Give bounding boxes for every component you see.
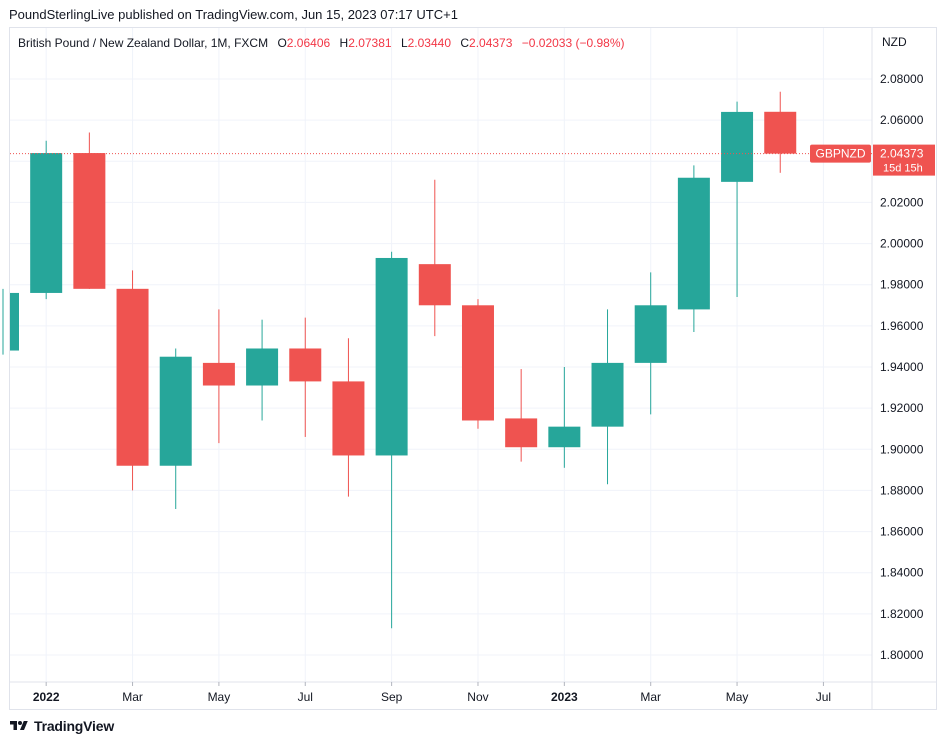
open-label: O [277, 36, 287, 50]
candle [289, 317, 322, 437]
high-label: H [339, 36, 349, 50]
candle-body [634, 305, 667, 363]
candle-body [159, 356, 192, 466]
price-tick-label: 2.00000 [880, 237, 924, 251]
time-tick-label: Jul [298, 690, 313, 704]
time-tick-label: Mar [122, 690, 143, 704]
price-tick-label: 2.08000 [880, 72, 924, 86]
candle [461, 299, 494, 429]
price-tick-label: 1.90000 [880, 442, 924, 456]
time-tick-label: May [208, 690, 231, 704]
price-tick-label: 1.80000 [880, 648, 924, 662]
candle [73, 132, 106, 289]
time-tick-label: May [726, 690, 749, 704]
candle [116, 270, 149, 491]
candle-body [289, 348, 322, 382]
candle-body [73, 153, 106, 289]
candle-body [764, 111, 797, 154]
price-tick-label: 1.94000 [880, 360, 924, 374]
candle [30, 140, 63, 300]
time-axis-labels: 2022 Mar May Jul Sep Nov 2023 Mar May Jul [33, 682, 831, 704]
time-tick-label: 2023 [551, 690, 578, 704]
price-tick-label: 1.82000 [880, 607, 924, 621]
last-price-marker: GBPNZD 2.04373 15d 15h [10, 144, 935, 176]
axis-lines [10, 28, 936, 709]
candle-body [418, 264, 451, 306]
time-tick-label: Sep [381, 690, 403, 704]
candle-body [116, 288, 149, 466]
candle-body [332, 381, 365, 456]
last-price-badge [873, 144, 935, 176]
candle-body [202, 362, 235, 386]
last-price-value: 2.04373 [880, 147, 924, 161]
currency-label: NZD [882, 35, 907, 49]
candle [332, 338, 365, 497]
candle [246, 319, 279, 421]
candle [548, 367, 581, 468]
candle-body [548, 426, 581, 448]
ticker-badge-label: GBPNZD [815, 147, 865, 161]
price-tick-label: 1.86000 [880, 525, 924, 539]
price-tick-label: 1.92000 [880, 401, 924, 415]
candle [505, 369, 538, 462]
close-value: 2.04373 [469, 36, 513, 50]
candle-body [375, 257, 408, 456]
price-tick-label: 1.84000 [880, 566, 924, 580]
symbol-legend[interactable]: British Pound / New Zealand Dollar, 1M, … [18, 36, 625, 50]
candle [2, 288, 19, 355]
low-label: L [400, 36, 408, 50]
low-value: 2.03440 [407, 36, 452, 50]
candle [375, 251, 408, 629]
candle [418, 179, 451, 337]
price-tick-label: 1.98000 [880, 278, 924, 292]
candle [721, 101, 754, 298]
tradingview-footer[interactable]: TradingView [10, 718, 114, 734]
publisher-header: PoundSterlingLive published on TradingVi… [9, 7, 458, 22]
candle [677, 165, 710, 333]
candle-body [30, 153, 63, 293]
candle [591, 309, 624, 485]
candle [202, 309, 235, 444]
open-value: 2.06406 [286, 36, 331, 50]
symbol-name: British Pound / New Zealand Dollar, 1M, … [18, 36, 269, 50]
close-label: C [460, 36, 470, 50]
price-tick-label: 2.02000 [880, 195, 924, 209]
high-value: 2.07381 [348, 36, 392, 50]
time-tick-label: Nov [467, 690, 488, 704]
time-tick-label: Mar [640, 690, 661, 704]
chart-frame [9, 27, 937, 710]
candle [764, 91, 797, 173]
candle-body [591, 362, 624, 427]
candle-body [461, 305, 494, 421]
candle-body [505, 418, 538, 448]
tradingview-brand: TradingView [34, 718, 115, 734]
tradingview-logo-icon [10, 721, 28, 730]
candle-body [677, 177, 710, 310]
change-value: −0.02033 (−0.98%) [521, 36, 625, 50]
time-tick-label: 2022 [33, 690, 60, 704]
candles [2, 91, 797, 629]
candle [159, 348, 192, 509]
bar-countdown: 15d 15h [883, 163, 923, 175]
candle-body [721, 111, 754, 182]
price-tick-label: 1.96000 [880, 319, 924, 333]
candle [634, 272, 667, 415]
price-tick-label: 1.88000 [880, 483, 924, 497]
candle-body [10, 292, 19, 351]
time-tick-label: Jul [816, 690, 831, 704]
price-tick-label: 2.06000 [880, 113, 924, 127]
candle-body [246, 348, 279, 386]
ticker-badge [810, 144, 871, 163]
